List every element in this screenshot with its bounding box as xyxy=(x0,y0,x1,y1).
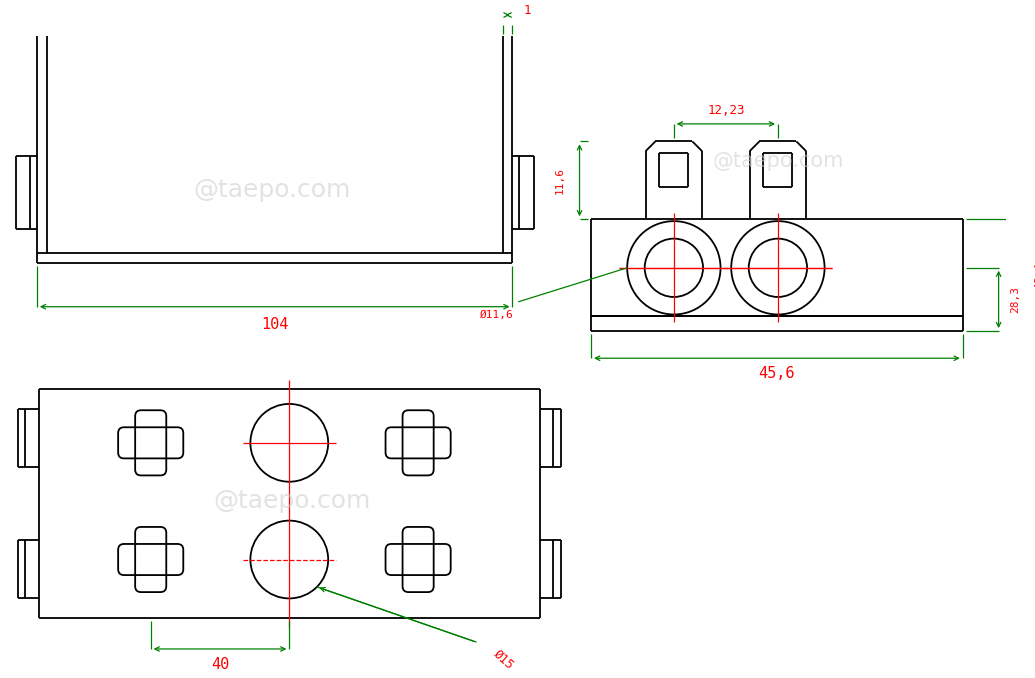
Text: 104: 104 xyxy=(261,317,289,332)
Text: @taepo.com: @taepo.com xyxy=(194,178,351,202)
Text: 45,6: 45,6 xyxy=(759,366,795,381)
Text: @taepo.com: @taepo.com xyxy=(712,151,844,171)
Text: @taepo.com: @taepo.com xyxy=(213,489,371,513)
Text: Ø15: Ø15 xyxy=(491,647,516,672)
Text: 28,3: 28,3 xyxy=(1010,286,1021,313)
Text: 1: 1 xyxy=(524,3,531,17)
Text: Ø11,6: Ø11,6 xyxy=(479,310,513,319)
Text: 12,23: 12,23 xyxy=(707,104,744,117)
Text: 11,6: 11,6 xyxy=(555,167,565,194)
Text: 40: 40 xyxy=(211,657,229,672)
